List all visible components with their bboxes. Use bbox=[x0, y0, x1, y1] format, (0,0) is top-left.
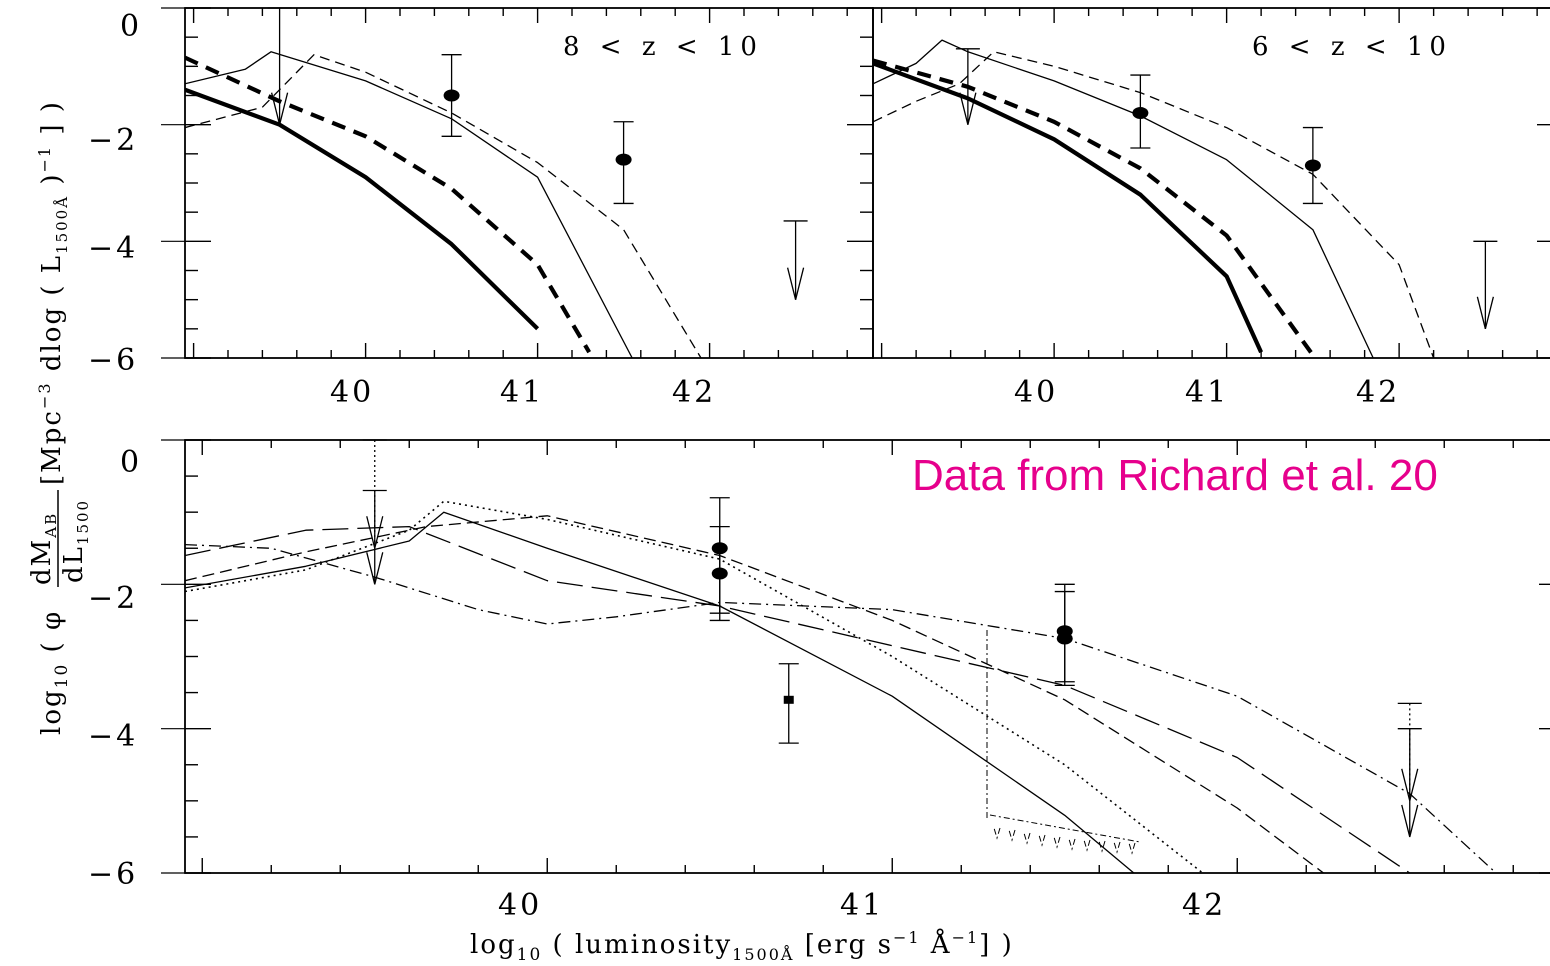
panel-top-left-curves bbox=[185, 51, 702, 358]
x-tick-label-41: 41 bbox=[500, 375, 544, 410]
y-axis-label: log10 ( φ dMAB dL1500 [Mpc−3 dlog ( L150… bbox=[27, 100, 92, 735]
y-tick-label-minus4: −4 bbox=[88, 719, 138, 754]
panel-top-right-redshift-label: 6 < z < 10 bbox=[1252, 32, 1452, 62]
panel-top-right-frame bbox=[872, 7, 1550, 359]
x-tick-label-42: 42 bbox=[1182, 888, 1226, 923]
data-point bbox=[443, 89, 460, 102]
y-tick-label-minus6: −6 bbox=[88, 343, 138, 378]
series-line-solid bbox=[185, 511, 1135, 873]
svg-text:[Mpc−3 dlog ( L1500Å )−1 ] ): [Mpc−3 dlog ( L1500Å )−1 ] ) bbox=[35, 100, 71, 485]
svg-text:dMAB: dMAB bbox=[27, 512, 60, 585]
panel-top-left-frame bbox=[184, 7, 874, 359]
series-line-thin-dashed bbox=[873, 51, 1435, 358]
x-axis-label: log10 ( luminosity1500Å [erg s−1 Å−1] ) bbox=[470, 928, 1014, 965]
panel-top-left-data-points bbox=[267, 7, 808, 300]
series-line-thin-dashed bbox=[185, 54, 702, 358]
data-point bbox=[1056, 632, 1073, 645]
y-tick-label-minus4: −4 bbox=[88, 231, 138, 266]
series-line-thick-dashed bbox=[185, 55, 592, 354]
y-tick-label-minus6: −6 bbox=[88, 857, 138, 892]
data-point bbox=[1304, 159, 1321, 172]
series-line-long-dashed bbox=[185, 525, 1411, 873]
upper-limit-arrow bbox=[783, 220, 808, 300]
panel-top-right-curves bbox=[873, 39, 1435, 358]
series-line-thick-dashed bbox=[873, 58, 1315, 357]
panel-bottom-ticks bbox=[161, 439, 1550, 874]
x-tick-label-41: 41 bbox=[840, 888, 884, 923]
y-tick-label-minus2: −2 bbox=[88, 581, 138, 616]
series-line-dotted bbox=[185, 500, 1204, 873]
data-point bbox=[615, 153, 632, 166]
panel-bottom-data-points bbox=[362, 439, 1422, 838]
data-point bbox=[711, 567, 728, 580]
panel-bottom-upper-limit-arrow-row bbox=[986, 630, 1141, 855]
panel-top-right-data-points bbox=[955, 48, 1498, 329]
upper-limit-arrow bbox=[1397, 702, 1422, 801]
upper-limit-arrow bbox=[362, 489, 387, 585]
series-line-thin-solid bbox=[873, 39, 1374, 358]
x-tick-label-40: 40 bbox=[330, 375, 374, 410]
series-line-thick-solid bbox=[185, 87, 540, 331]
upper-limit-arrow bbox=[267, 7, 292, 125]
annotation-data-source: Data from Richard et al. 20 bbox=[912, 451, 1438, 500]
panel-bottom-frame bbox=[184, 439, 1550, 874]
panel-top-left: 8 < z < 10 0 −2 −4 −6 40 41 42 bbox=[88, 7, 874, 410]
x-tick-label-42: 42 bbox=[1356, 375, 1400, 410]
svg-text:log10 ( φ: log10 ( φ bbox=[37, 610, 72, 735]
series-line-short-dashed bbox=[185, 515, 1324, 873]
x-tick-label-42: 42 bbox=[672, 375, 716, 410]
panel-bottom: Data from Richard et al. 20 0 −2 −4 −6 4… bbox=[88, 439, 1550, 965]
y-axis-label-fraction: dMAB dL1500 bbox=[27, 490, 92, 587]
series-line-dash-dot bbox=[185, 543, 1497, 873]
upper-limit-arrow bbox=[955, 48, 980, 125]
y-tick-label-0: 0 bbox=[120, 445, 142, 480]
panel-top-left-redshift-label: 8 < z < 10 bbox=[563, 32, 763, 62]
x-tick-label-40: 40 bbox=[498, 888, 542, 923]
svg-text:dL1500: dL1500 bbox=[59, 499, 92, 583]
upper-limit-arrow bbox=[362, 439, 387, 549]
y-tick-label-minus2: −2 bbox=[88, 123, 138, 158]
x-tick-label-41: 41 bbox=[1185, 375, 1229, 410]
series-line-thin-solid bbox=[185, 51, 633, 358]
y-tick-label-0: 0 bbox=[120, 9, 142, 44]
data-point-square bbox=[783, 695, 794, 704]
data-point bbox=[1132, 107, 1149, 119]
x-tick-label-40: 40 bbox=[1014, 375, 1058, 410]
upper-limit-arrow bbox=[1473, 240, 1498, 329]
panel-top-right: 6 < z < 10 40 41 42 bbox=[872, 7, 1550, 410]
series-line-thick-solid bbox=[873, 61, 1264, 354]
panel-top-left-ticks bbox=[161, 7, 873, 359]
